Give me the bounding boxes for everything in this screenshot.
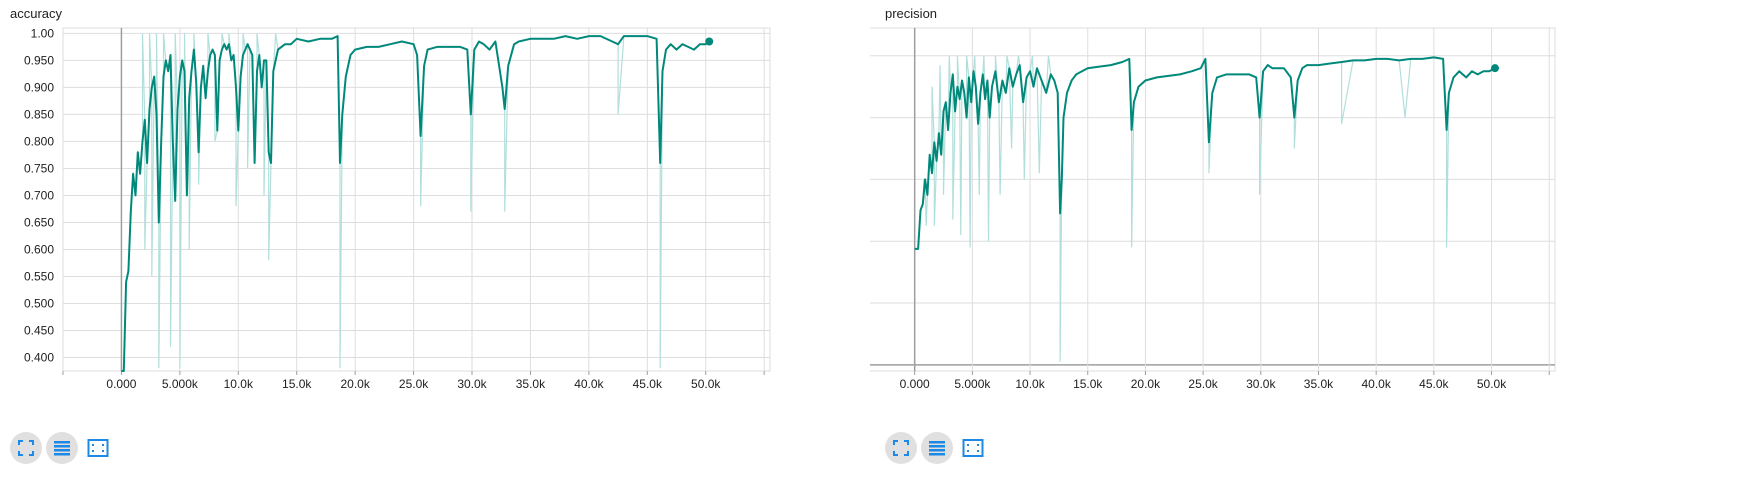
data-table-icon [54, 441, 70, 456]
y-tick-label: 0.550 [24, 269, 54, 283]
x-tick-label: 5.000k [954, 377, 991, 391]
raw-series-line [914, 55, 1496, 362]
y-tick-label: 0.450 [24, 323, 54, 337]
data-table-icon [929, 441, 945, 456]
precision-card: precision 0.000.2000.4000.6000.8001.000.… [870, 0, 1738, 477]
x-tick-label: 40.0k [1361, 377, 1391, 391]
y-tick-label: 0.900 [24, 80, 54, 94]
y-tick-label: 0.850 [24, 107, 54, 121]
y-tick-label: 0.600 [24, 242, 54, 256]
chart-title: accuracy [10, 6, 63, 21]
plot-frame [870, 27, 1556, 372]
x-tick-label: 25.0k [1188, 377, 1218, 391]
x-tick-label: 10.0k [224, 377, 254, 391]
chart-controls [10, 432, 114, 464]
y-tick-label: 0.950 [24, 53, 54, 67]
data-table-button[interactable] [46, 432, 78, 464]
x-tick-label: 30.0k [1246, 377, 1276, 391]
y-tick-label: 0.400 [24, 350, 54, 364]
x-tick-label: 0.000 [900, 377, 930, 391]
x-tick-label: 50.0k [691, 377, 721, 391]
x-tick-label: 30.0k [457, 377, 487, 391]
chart-controls [885, 432, 989, 464]
x-tick-label: 25.0k [399, 377, 429, 391]
x-tick-label: 50.0k [1477, 377, 1507, 391]
smoothed-series-line [914, 56, 1496, 250]
y-tick-label: 0.500 [24, 296, 54, 310]
precision-chart[interactable]: 0.000.2000.4000.6000.8001.000.0005.000k1… [870, 0, 1738, 420]
select-area-icon [87, 439, 109, 457]
y-tick-label: 0.800 [24, 134, 54, 148]
x-tick-label: 45.0k [1419, 377, 1449, 391]
x-tick-label: 35.0k [1304, 377, 1334, 391]
x-tick-label: 40.0k [574, 377, 604, 391]
select-area-button[interactable] [82, 432, 114, 464]
y-tick-label: 0.750 [24, 161, 54, 175]
plot-frame [62, 27, 771, 372]
fit-screen-icon [18, 440, 34, 456]
x-tick-label: 10.0k [1015, 377, 1045, 391]
accuracy-chart[interactable]: 0.400 0.450 0.500 0.550 0.600 0.650 0.700 0.750… [0, 0, 870, 420]
x-tick-label: 15.0k [1073, 377, 1103, 391]
fit-screen-button[interactable] [10, 432, 42, 464]
series-end-point [705, 37, 714, 46]
chart-title: precision [885, 6, 938, 21]
y-tick-label: 1.00 [31, 26, 55, 40]
x-tick-label: 35.0k [516, 377, 546, 391]
raw-series-line [121, 33, 710, 372]
fit-screen-icon [893, 440, 909, 456]
x-tick-label: 15.0k [282, 377, 312, 391]
y-tick-label: 0.650 [24, 215, 54, 229]
select-area-button[interactable] [957, 432, 989, 464]
select-area-icon [962, 439, 984, 457]
x-tick-label: 5.000k [162, 377, 199, 391]
accuracy-card: accuracy 0.400 0.450 0.500 0.550 0.600 0.650 0… [0, 0, 870, 464]
y-tick-label: 0.700 [24, 188, 54, 202]
x-tick-label: 0.000 [106, 377, 136, 391]
smoothed-series-line [121, 35, 710, 372]
x-tick-label: 45.0k [633, 377, 663, 391]
x-tick-label: 20.0k [340, 377, 370, 391]
x-tick-label: 20.0k [1131, 377, 1161, 391]
fit-screen-button[interactable] [885, 432, 917, 464]
data-table-button[interactable] [921, 432, 953, 464]
series-end-point [1491, 64, 1500, 73]
